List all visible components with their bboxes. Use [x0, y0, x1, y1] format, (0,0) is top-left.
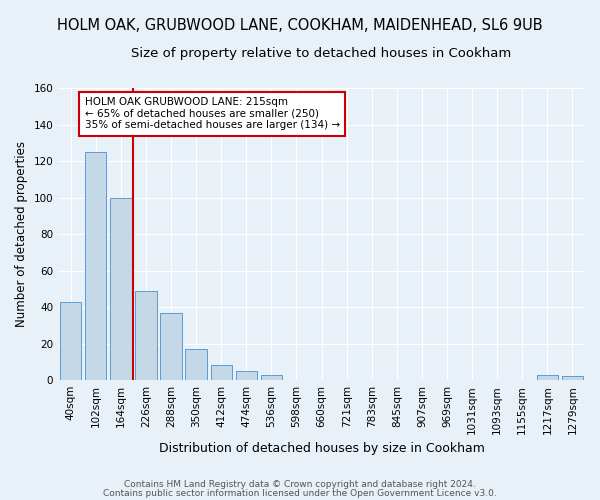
Bar — [211, 366, 232, 380]
Bar — [160, 312, 182, 380]
Text: Contains HM Land Registry data © Crown copyright and database right 2024.: Contains HM Land Registry data © Crown c… — [124, 480, 476, 489]
Bar — [185, 349, 207, 380]
Bar — [85, 152, 106, 380]
Bar — [60, 302, 82, 380]
Bar — [136, 290, 157, 380]
Bar — [537, 374, 558, 380]
Text: HOLM OAK GRUBWOOD LANE: 215sqm
← 65% of detached houses are smaller (250)
35% of: HOLM OAK GRUBWOOD LANE: 215sqm ← 65% of … — [85, 97, 340, 130]
Bar — [110, 198, 131, 380]
Bar — [236, 371, 257, 380]
Y-axis label: Number of detached properties: Number of detached properties — [15, 141, 28, 327]
Title: Size of property relative to detached houses in Cookham: Size of property relative to detached ho… — [131, 48, 512, 60]
X-axis label: Distribution of detached houses by size in Cookham: Distribution of detached houses by size … — [158, 442, 485, 455]
Bar — [261, 374, 282, 380]
Text: HOLM OAK, GRUBWOOD LANE, COOKHAM, MAIDENHEAD, SL6 9UB: HOLM OAK, GRUBWOOD LANE, COOKHAM, MAIDEN… — [57, 18, 543, 32]
Bar — [562, 376, 583, 380]
Text: Contains public sector information licensed under the Open Government Licence v3: Contains public sector information licen… — [103, 488, 497, 498]
